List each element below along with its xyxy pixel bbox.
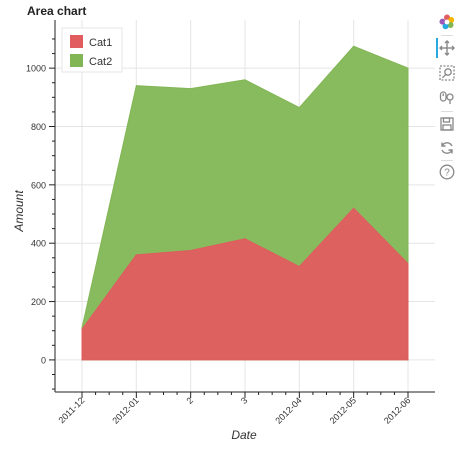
x-tick-label: 2011-12: [56, 395, 86, 425]
y-axis-label: Amount: [12, 190, 26, 233]
x-tick-label: 3: [239, 395, 250, 406]
wheel-zoom-icon[interactable]: [437, 88, 457, 108]
legend-label: Cat1: [89, 37, 112, 49]
y-tick-label: 1000: [26, 64, 46, 74]
area-cat1: [81, 207, 409, 361]
svg-text:?: ?: [444, 168, 450, 179]
x-tick-label: 2012-06: [382, 395, 412, 425]
pan-icon[interactable]: [436, 38, 457, 58]
toolbar: ?: [434, 12, 462, 180]
areas: [81, 45, 409, 361]
bokeh-logo-icon[interactable]: [437, 12, 457, 32]
legend-swatch: [70, 35, 83, 48]
y-tick-label: 400: [31, 239, 46, 249]
y-tick-label: 600: [31, 180, 46, 190]
x-axis-label: Date: [231, 428, 257, 442]
legend: Cat1 Cat2: [61, 27, 123, 73]
active-tool-indicator: [436, 38, 438, 58]
legend-label: Cat2: [89, 56, 112, 68]
y-tick-label: 800: [31, 122, 46, 132]
x-tick-label: 2012-05: [328, 395, 358, 425]
x-tick-label: 2012-01: [110, 395, 140, 425]
x-tick-label: 2: [184, 395, 195, 406]
y-tick-label: 0: [41, 355, 46, 365]
y-tick-label: 200: [31, 297, 46, 307]
reset-icon[interactable]: [437, 138, 457, 158]
save-icon[interactable]: [437, 114, 457, 134]
legend-swatch: [70, 54, 83, 67]
x-tick-label: 2012-04: [273, 395, 303, 425]
chart-title: Area chart: [27, 4, 86, 18]
help-icon[interactable]: ?: [437, 162, 457, 182]
box-zoom-icon[interactable]: [437, 63, 457, 83]
